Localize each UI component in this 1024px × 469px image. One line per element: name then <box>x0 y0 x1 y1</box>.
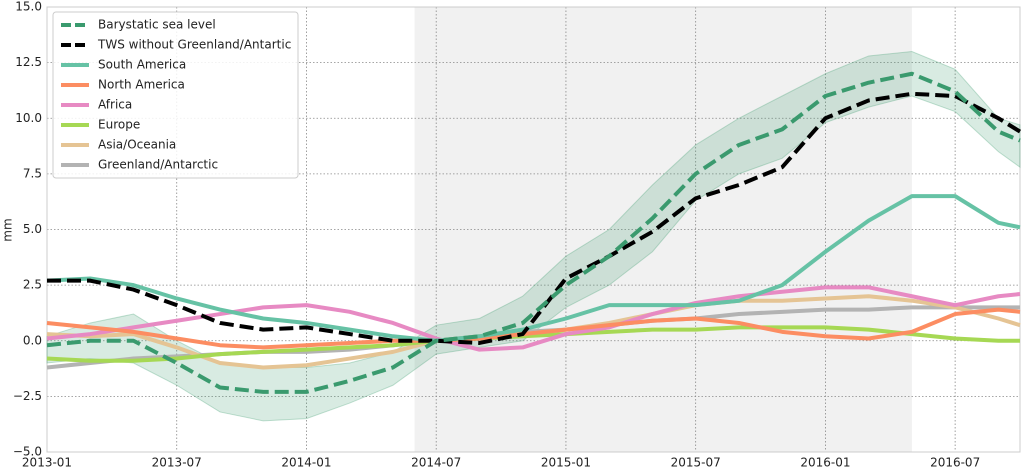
x-tick-label: 2013-01 <box>22 456 72 469</box>
legend-label: South America <box>98 58 186 72</box>
series-line <box>46 307 1021 350</box>
legend-label: Greenland/Antarctic <box>98 158 218 172</box>
x-tick-label: 2014-01 <box>281 456 331 469</box>
y-tick-label: −5.0 <box>13 445 42 459</box>
series-line <box>46 325 1020 363</box>
legend-label: Asia/Oceania <box>98 138 176 152</box>
series-line <box>46 285 1021 352</box>
x-tick-label: 2015-07 <box>671 456 721 469</box>
series-line <box>46 194 1021 343</box>
y-tick-label: 7.5 <box>23 166 42 180</box>
legend-box <box>52 11 299 179</box>
plot-frame <box>46 6 1021 453</box>
x-tick-label: 2014-07 <box>411 456 461 469</box>
legend-label: Barystatic sea level <box>98 18 216 32</box>
y-tick-label: 0.0 <box>23 333 42 347</box>
series-line <box>46 71 1021 394</box>
y-tick-label: 2.5 <box>23 278 42 292</box>
legend: Barystatic sea level TWS without Greenlan… <box>52 11 299 179</box>
y-axis-label: mm <box>1 218 15 241</box>
legend-label: TWS without Greenland/Antartic <box>97 38 291 52</box>
legend-label: Europe <box>98 118 140 132</box>
legend-label: North America <box>98 78 185 92</box>
y-tick-label: 5.0 <box>23 222 42 236</box>
legend-label: Africa <box>98 98 132 112</box>
y-tick-label: −2.5 <box>13 389 42 403</box>
y-tick-label: 15.0 <box>15 0 42 14</box>
y-tick-label: 12.5 <box>15 55 42 69</box>
y-tick-label: 10.0 <box>15 111 42 125</box>
x-tick-label: 2013-07 <box>152 456 202 469</box>
x-tick-label: 2016-01 <box>800 456 850 469</box>
x-tick-label: 2015-01 <box>541 456 591 469</box>
x-tick-label: 2016-07 <box>930 456 980 469</box>
